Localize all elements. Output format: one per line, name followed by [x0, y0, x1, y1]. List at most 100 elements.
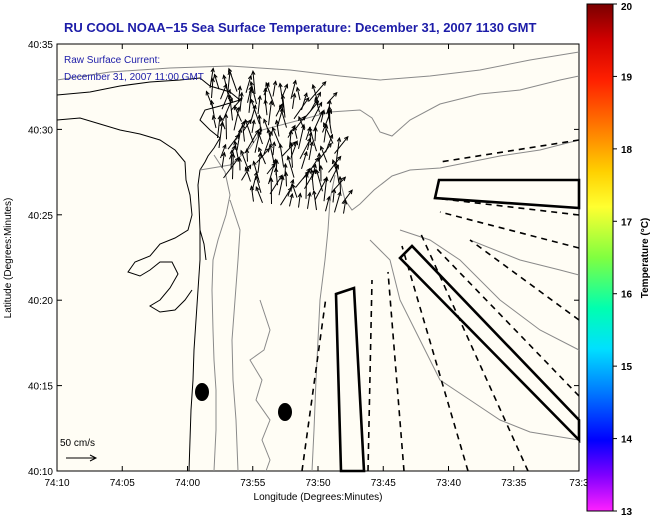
y-axis-label: Latitude (Degrees:Minutes) — [3, 198, 14, 319]
current-vector — [230, 152, 236, 180]
current-vector — [217, 114, 222, 139]
current-vector — [325, 195, 331, 212]
current-vector — [209, 67, 215, 89]
current-vector — [307, 191, 312, 209]
current-vector — [310, 156, 320, 171]
colorbar-ticks: 20 19 18 17 16 15 14 13 — [613, 2, 633, 518]
marker-site-1 — [195, 383, 209, 401]
current-vector — [241, 164, 252, 181]
current-vector — [209, 99, 215, 119]
current-vector — [304, 172, 309, 199]
current-vector — [240, 149, 250, 172]
bathymetry-contours — [56, 51, 580, 472]
current-label-line1: Raw Surface Current: — [64, 55, 160, 66]
current-vector — [295, 115, 306, 130]
x-tick-label: 73:35 — [501, 478, 526, 489]
current-vector — [263, 98, 268, 116]
current-vector — [233, 106, 241, 131]
current-vector — [229, 148, 235, 170]
current-vector — [227, 134, 240, 150]
current-vector — [323, 176, 329, 202]
current-vector — [254, 126, 263, 153]
current-vector — [334, 135, 349, 154]
current-vector — [289, 192, 294, 207]
current-vector — [269, 177, 274, 205]
current-vector — [213, 73, 220, 90]
colorbar-label: Temperature (°C) — [640, 218, 651, 299]
current-vector — [223, 156, 240, 179]
current-vector — [211, 114, 217, 129]
colorbar-tick-label: 20 — [621, 2, 633, 13]
current-vector — [271, 126, 281, 147]
current-vector — [313, 126, 318, 142]
current-vector — [283, 171, 289, 187]
colorbar-tick-label: 17 — [621, 217, 633, 228]
current-vector — [265, 81, 275, 107]
current-vector — [280, 93, 286, 118]
colorbar-tick-label: 14 — [621, 435, 633, 446]
current-vector — [317, 142, 332, 162]
current-vector — [278, 175, 285, 196]
y-tick-label: 40:30 — [28, 125, 53, 136]
x-tick-label: 73:50 — [305, 478, 330, 489]
current-vector — [308, 126, 317, 152]
colorbar-tick-label: 13 — [621, 507, 633, 518]
current-vector — [308, 140, 314, 161]
x-axis-label: Longitude (Degrees:Minutes) — [254, 492, 383, 503]
current-vector — [298, 123, 306, 149]
current-vector — [274, 119, 280, 137]
current-vector — [313, 110, 324, 132]
current-vector — [227, 67, 238, 92]
current-vector — [297, 192, 303, 208]
y-tick-label: 40:25 — [28, 211, 53, 222]
x-tick-label: 74:10 — [44, 478, 69, 489]
current-vector — [301, 150, 308, 169]
current-vector — [302, 100, 320, 121]
current-vector — [308, 80, 327, 102]
current-vector — [342, 199, 348, 214]
current-vector — [249, 80, 257, 105]
current-vector — [249, 185, 255, 202]
x-tick-label: 73:45 — [371, 478, 396, 489]
current-vector — [334, 190, 342, 213]
current-vector — [286, 155, 295, 178]
current-vector — [293, 96, 310, 120]
current-vector — [292, 126, 298, 139]
current-vector — [223, 113, 229, 140]
colorbar-tick-label: 18 — [621, 145, 633, 156]
current-vector — [239, 91, 244, 112]
x-tick-label: 73:3 — [569, 478, 589, 489]
marker-site-2 — [278, 403, 292, 421]
current-vector — [268, 158, 277, 185]
current-vector — [233, 140, 239, 161]
current-vector — [221, 151, 227, 169]
current-vector — [257, 152, 263, 173]
current-vector — [272, 80, 278, 97]
y-axis: 40:35 40:30 40:25 40:20 40:15 40:10 — [28, 40, 579, 478]
current-vector — [331, 188, 337, 203]
current-vector — [311, 101, 323, 122]
current-vector — [248, 88, 254, 113]
current-vector — [309, 168, 315, 191]
y-tick-label: 40:10 — [28, 467, 53, 478]
current-vectors — [205, 67, 353, 214]
current-vector — [281, 141, 297, 157]
current-vector — [227, 94, 233, 121]
current-vector — [288, 141, 294, 168]
current-vector — [218, 121, 224, 149]
current-vector — [318, 164, 324, 182]
x-tick-label: 73:40 — [436, 478, 461, 489]
current-vector — [290, 79, 297, 99]
current-vector — [278, 143, 284, 167]
y-tick-label: 40:15 — [28, 382, 53, 393]
x-axis: 74:10 74:05 74:00 73:55 73:50 73:45 73:40 73:35… — [44, 44, 589, 489]
current-vector — [244, 166, 251, 182]
current-vector — [244, 148, 250, 162]
x-tick-label: 73:55 — [240, 478, 265, 489]
radar-radials — [301, 139, 580, 472]
current-vector — [251, 70, 256, 95]
shipping-lanes — [334, 178, 581, 473]
current-label-line2: December 31, 2007 11:00 GMT — [64, 72, 204, 83]
current-vector — [256, 147, 271, 164]
current-vector — [271, 141, 277, 156]
